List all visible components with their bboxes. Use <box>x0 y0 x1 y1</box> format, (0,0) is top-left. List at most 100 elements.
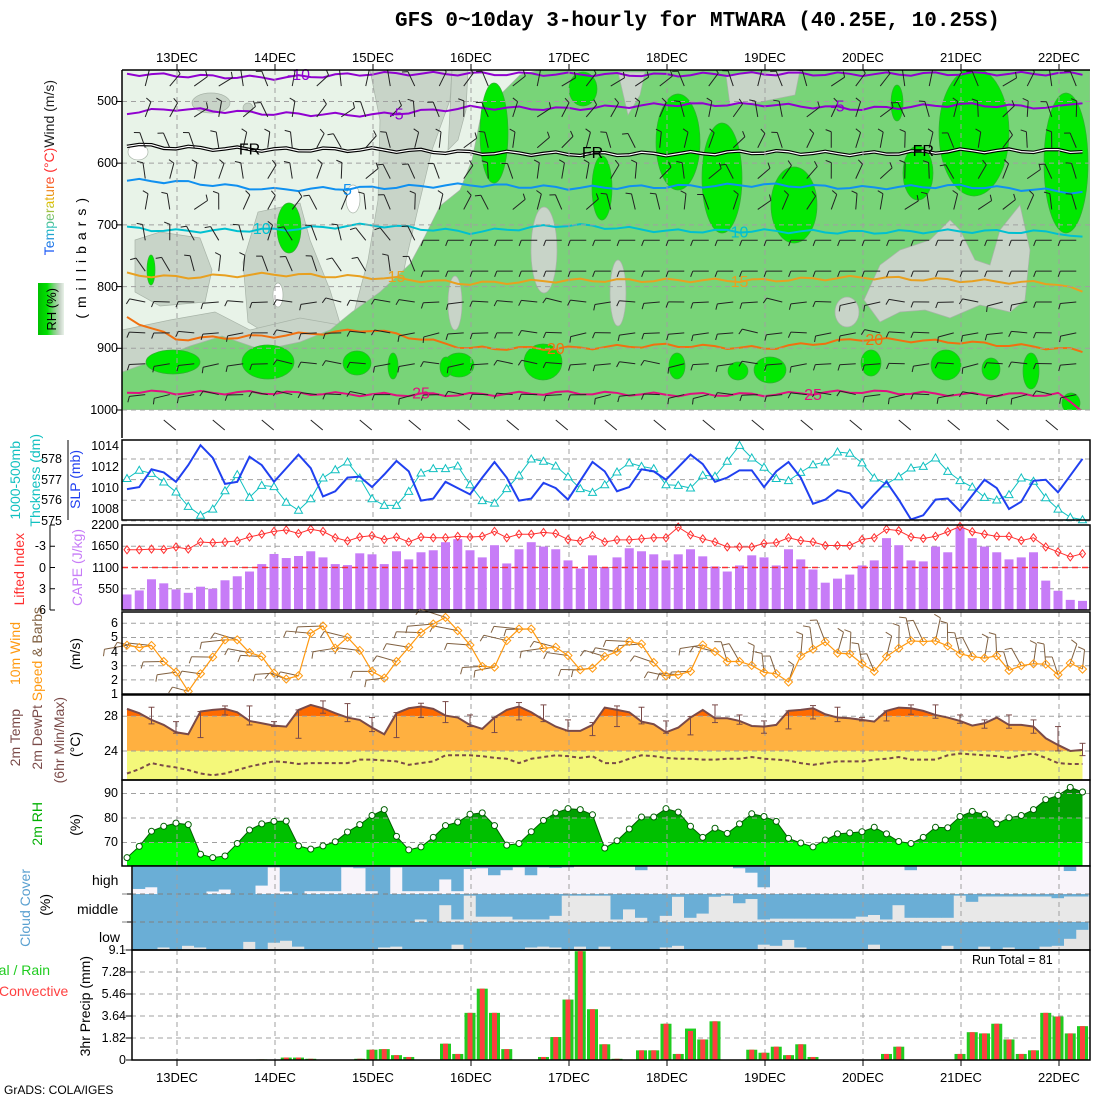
wind-barb <box>363 193 367 210</box>
wind-speed-point <box>232 635 242 645</box>
cloud-high-bar <box>524 866 538 876</box>
precip-tick: 1.82 <box>101 1030 126 1045</box>
thickness-point <box>477 495 488 505</box>
cloud-low-bar <box>255 922 268 950</box>
li-label: Lifted Index <box>11 532 27 606</box>
wind-barb <box>987 301 1003 307</box>
millibars-label-col: (millibars) <box>72 180 90 330</box>
wind-barb-flag <box>298 191 303 197</box>
li-point <box>245 532 254 542</box>
wind-barb-flag <box>783 190 789 196</box>
wind-barb-flag <box>614 159 620 166</box>
cloud-low-bar <box>475 922 489 950</box>
thickness-point <box>587 487 598 496</box>
wind-barb-flag <box>764 334 767 341</box>
wind-barb <box>855 193 858 210</box>
rh-legend-label: RH (%) <box>43 287 59 331</box>
cloud-middle-bar <box>769 894 783 919</box>
wind-barb-flag <box>327 133 334 136</box>
wind-barb <box>754 101 759 117</box>
wind-barb-flag <box>899 616 907 619</box>
cloud-middle-bar <box>684 894 697 918</box>
wind-speed-point <box>526 624 536 634</box>
wind-barb <box>389 105 402 118</box>
wind-speed-point <box>453 625 463 636</box>
wind-barb-flag <box>838 335 841 342</box>
wind-barb-flag <box>239 252 246 256</box>
millibars-label: (millibars) <box>73 191 89 319</box>
cloud-high-bar <box>230 866 244 894</box>
isotherm-label: 15 <box>731 274 749 291</box>
wind-barb-flag <box>1077 646 1085 651</box>
wind-barb-flag <box>1033 363 1037 370</box>
wind-barb <box>605 132 612 148</box>
li-point <box>858 534 866 545</box>
wind-barb <box>595 394 611 400</box>
thickness-point <box>244 492 255 501</box>
cloud-high-bar <box>451 866 464 892</box>
thickness-point <box>624 457 635 467</box>
cape-bar <box>294 555 303 610</box>
cloud-low-bar <box>157 922 170 948</box>
wind-speed-point <box>820 637 830 647</box>
cloud-low-bar <box>390 922 403 947</box>
wind-barb <box>1002 134 1013 149</box>
wind-barb <box>414 132 420 148</box>
cloud-middle-bar <box>696 894 709 914</box>
li-point <box>1054 547 1062 557</box>
li-point <box>735 542 744 552</box>
li-point <box>601 537 609 547</box>
cape-bar <box>379 564 389 610</box>
wind-barb-flag <box>490 626 495 633</box>
degc-label: (°C) <box>41 147 57 173</box>
wind-barb-flag <box>1033 270 1037 277</box>
wind-barb-flag <box>518 270 522 277</box>
li-point <box>760 538 768 549</box>
precip-convective-bar <box>651 1050 657 1060</box>
wind-barb <box>163 419 177 431</box>
cloud-high-bar <box>635 866 648 871</box>
cloud-low-bar <box>426 922 440 950</box>
cloud-high-bar <box>426 866 440 892</box>
wind-barb-flag <box>763 270 767 277</box>
cloud-middle-bar <box>733 894 746 904</box>
wind-barb <box>300 392 317 396</box>
wind-barb-flag <box>592 365 596 372</box>
wind-barb <box>169 163 175 179</box>
wind-barb <box>585 198 599 210</box>
cloud-high-bar <box>414 866 427 892</box>
wind-barb <box>775 71 783 87</box>
wind-barb-flag <box>127 396 130 403</box>
li-point <box>307 524 315 535</box>
wind-barb-flag <box>1071 98 1077 102</box>
cloud-low-bar <box>573 922 587 947</box>
wind-barb-flag <box>373 130 377 136</box>
cloud-middle-bar <box>892 894 905 906</box>
rh2m-point <box>576 806 584 814</box>
wind-barb <box>129 298 146 303</box>
wind-barb-flag <box>543 395 547 402</box>
rh2m-point <box>564 805 572 813</box>
cloud-middle-bar <box>157 894 170 922</box>
wind-barb <box>938 332 954 338</box>
isotherm-line <box>126 70 1083 81</box>
wind-barb <box>365 135 377 149</box>
wind-barb-flag <box>284 129 291 133</box>
cloud-middle-bar <box>292 894 305 922</box>
wind-barb-flag <box>216 97 222 102</box>
wind-barb <box>300 301 317 305</box>
wind-barb <box>349 330 366 334</box>
wind-barb-flag <box>1008 361 1012 368</box>
wind-barb <box>742 328 758 334</box>
wind-barb-flag <box>311 651 314 659</box>
wind-barb <box>864 329 881 334</box>
li-point <box>1066 552 1074 562</box>
cape-bar <box>183 592 193 610</box>
cloud-low-bar <box>953 922 966 950</box>
wind-barb <box>463 72 474 87</box>
wind-barb <box>497 359 513 365</box>
rh2m-point <box>797 839 805 847</box>
wind-barb <box>1044 163 1053 179</box>
wind-barb-flag <box>910 270 914 277</box>
cape-bar <box>857 565 867 610</box>
